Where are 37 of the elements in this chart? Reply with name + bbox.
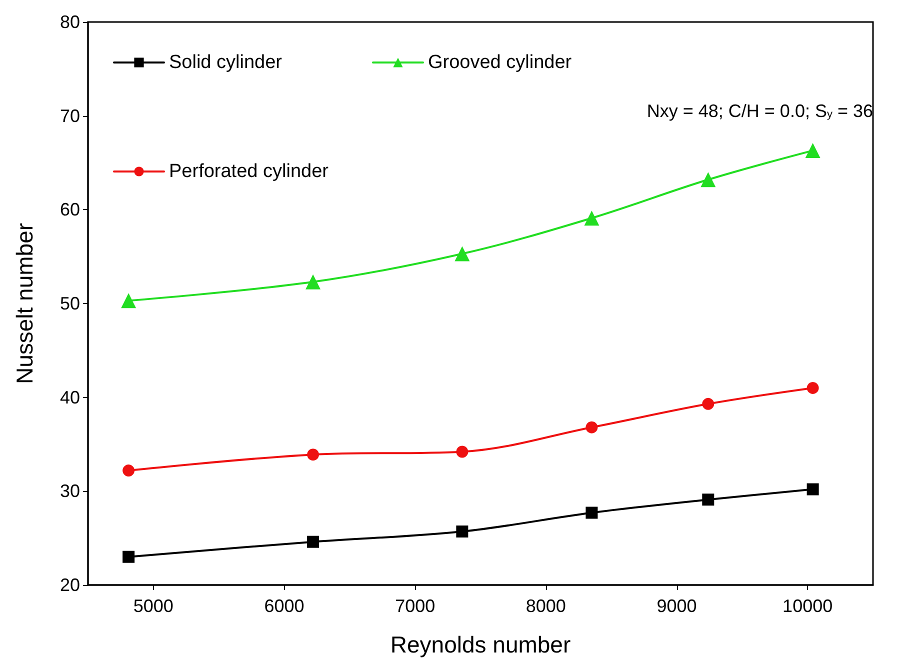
x-tick-label: 10000 [782,596,833,616]
point [122,464,135,477]
point [456,526,468,538]
point [586,421,598,434]
y-tick-label: 20 [60,575,80,595]
legend-label: Grooved cylinder [428,52,572,73]
y-tick-label: 30 [60,481,80,502]
x-tick-label: 6000 [264,596,304,616]
point [806,483,819,496]
point [584,210,600,226]
point [306,274,321,290]
point [702,494,714,506]
point [700,172,716,188]
x-tick-label: 9000 [656,596,697,616]
point [702,398,714,410]
legend-label: Perforated cylinder [169,161,330,182]
legend-label: Solid cylinder [169,52,283,73]
y-axis-title: Nusselt number [12,222,38,384]
y-tick-label: 50 [60,294,80,314]
point [307,448,320,461]
point [806,382,819,394]
y-tick-label: 80 [60,12,80,32]
y-tick-label: 70 [60,106,80,126]
point [121,293,136,308]
point [307,536,320,548]
point [805,143,820,158]
point [456,446,468,458]
x-tick-label: 5000 [133,596,174,616]
x-axis-title: Reynolds number [390,632,571,658]
point [454,246,470,262]
point [586,506,598,519]
point [122,550,135,563]
x-tick-label: 8000 [526,596,566,616]
y-tick-label: 40 [60,387,80,408]
x-tick-label: 7000 [395,596,436,616]
y-tick-label: 60 [60,200,80,220]
annotation: Nxy = 48; C/H = 0.0; Sy = 36 [646,101,874,121]
